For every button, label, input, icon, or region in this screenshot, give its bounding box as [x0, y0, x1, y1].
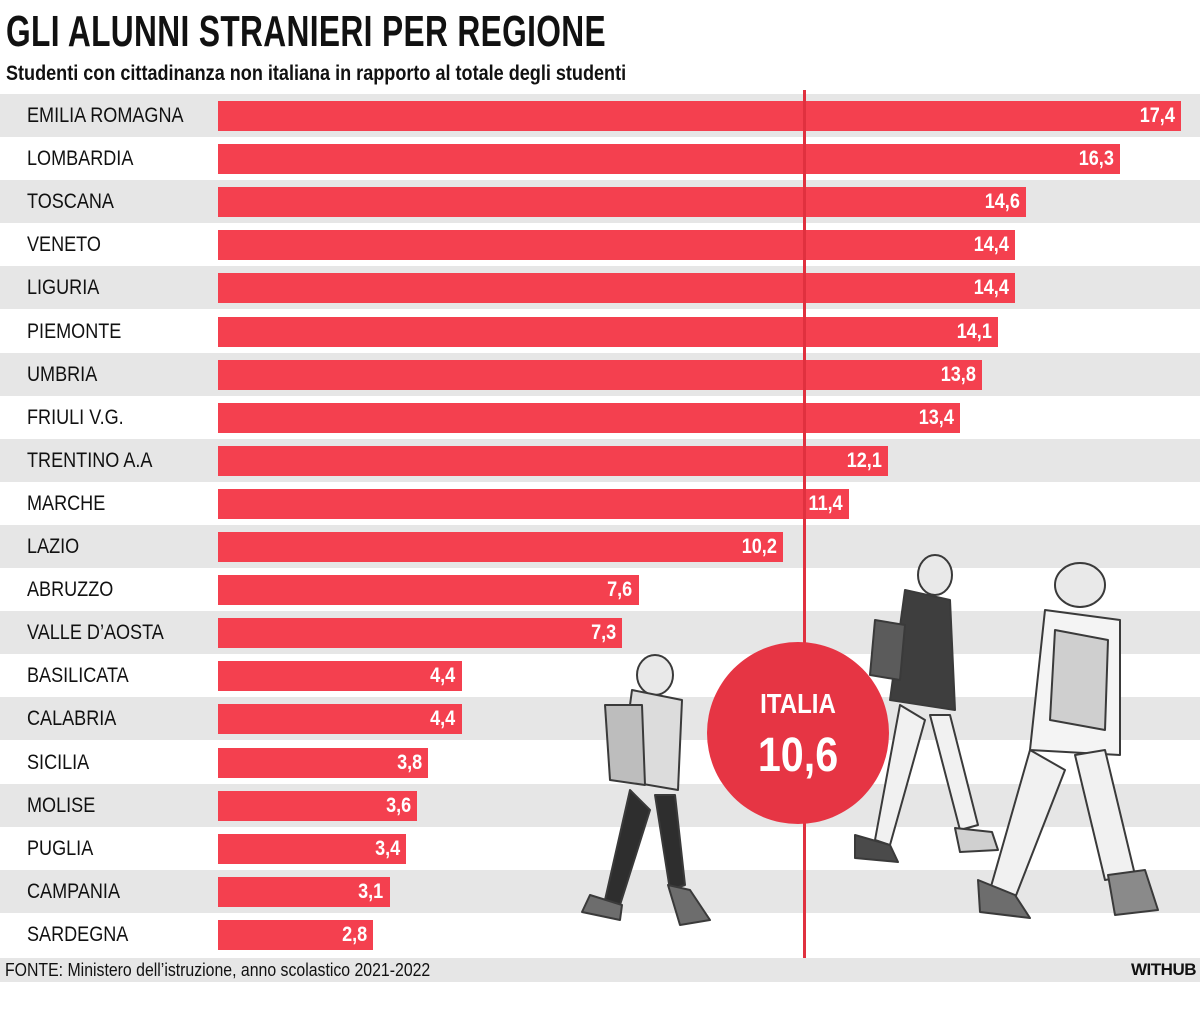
chart-title: GLI ALUNNI STRANIERI PER REGIONE — [6, 7, 606, 56]
category-label: EMILIA ROMAGNA — [27, 104, 184, 127]
bar-value-label: 14,1 — [957, 319, 993, 343]
bar: 7,6 — [218, 575, 639, 606]
bar-row: VALLE D’AOSTA 7,3 — [0, 611, 1200, 655]
category-label: SARDEGNA — [27, 922, 129, 946]
source-note: FONTE: Ministero dell’istruzione, anno s… — [5, 960, 431, 980]
bar-value-label: 16,3 — [1078, 147, 1115, 171]
category-label: MARCHE — [27, 491, 106, 515]
category-label: LAZIO — [27, 535, 80, 558]
bar-value-label: 12,1 — [846, 448, 882, 472]
italia-value: 10,6 — [757, 729, 839, 782]
bar-value-label: 14,4 — [973, 233, 1009, 257]
category-label: TRENTINO A.A — [27, 448, 153, 472]
bar-value-label: 4,4 — [430, 707, 456, 731]
bar-rows: EMILIA ROMAGNA 17,4 LOMBARDIA 16,3 TOSCANA 14… — [0, 94, 1200, 956]
bar-value-label: 14,4 — [973, 276, 1009, 300]
bar: 3,4 — [218, 833, 407, 864]
italia-average-badge: ITALIA 10,6 — [707, 642, 889, 824]
bar-value-label: 7,6 — [607, 578, 633, 602]
bar: 14,4 — [218, 273, 1015, 304]
category-label: LIGURIA — [27, 276, 100, 300]
bar-value-label: 13,8 — [940, 362, 976, 386]
bar: 3,6 — [218, 790, 418, 821]
bar-row: PIEMONTE 14,1 — [0, 309, 1200, 353]
bar: 4,4 — [218, 661, 462, 692]
category-label: BASILICATA — [27, 664, 129, 688]
italia-average-line — [803, 90, 807, 958]
bar-value-label: 3,8 — [397, 750, 423, 774]
bar: 3,1 — [218, 876, 390, 907]
bar: 16,3 — [218, 144, 1121, 175]
walking-students-illustration — [581, 554, 1159, 926]
category-label: FRIULI V.G. — [27, 405, 124, 429]
category-label: MOLISE — [27, 793, 96, 817]
category-label: VALLE D’AOSTA — [27, 621, 164, 645]
bar-row: LAZIO 10,2 — [0, 525, 1200, 569]
bar-row: FRIULI V.G. 13,4 — [0, 395, 1200, 439]
bar-row: BASILICATA 4,4 — [0, 654, 1200, 698]
bar: 12,1 — [218, 445, 888, 476]
bar-row: ABRUZZO 7,6 — [0, 568, 1200, 612]
bar-value-label: 14,6 — [984, 190, 1021, 214]
category-label: PIEMONTE — [27, 319, 122, 343]
bar: 14,6 — [218, 187, 1027, 218]
bar-value-label: 4,4 — [430, 664, 456, 688]
category-label: CAMPANIA — [27, 879, 121, 903]
bar: 7,3 — [218, 618, 623, 649]
category-label: UMBRIA — [27, 362, 98, 386]
bar: 11,4 — [218, 488, 849, 519]
bar: 13,4 — [218, 402, 960, 433]
bar-value-label: 17,4 — [1139, 104, 1175, 127]
category-label: LOMBARDIA — [27, 147, 134, 171]
bar-row: EMILIA ROMAGNA 17,4 — [0, 94, 1200, 138]
category-label: ABRUZZO — [27, 578, 114, 602]
bar-value-label: 10,2 — [741, 535, 777, 558]
footer-bar: FONTE: Ministero dell’istruzione, anno s… — [0, 958, 1200, 982]
bar: 13,8 — [218, 359, 982, 390]
bar-value-label: 3,4 — [375, 836, 401, 860]
bar-row: MOLISE 3,6 — [0, 783, 1200, 827]
bar-row: LOMBARDIA 16,3 — [0, 137, 1200, 181]
bar-value-label: 3,1 — [358, 879, 384, 903]
italia-label: ITALIA — [760, 688, 836, 719]
bar: 14,1 — [218, 316, 999, 347]
bar-row: TOSCANA 14,6 — [0, 180, 1200, 224]
category-label: PUGLIA — [27, 836, 94, 860]
bar-row: SICILIA 3,8 — [0, 740, 1200, 784]
category-label: VENETO — [27, 233, 101, 257]
bar-row: VENETO 14,4 — [0, 223, 1200, 267]
category-label: TOSCANA — [27, 190, 114, 214]
bar-row: SARDEGNA 2,8 — [0, 912, 1200, 956]
bar-row: LIGURIA 14,4 — [0, 266, 1200, 310]
bar: 10,2 — [218, 532, 783, 562]
bar-value-label: 3,6 — [386, 793, 412, 817]
bar-value-label: 13,4 — [918, 405, 954, 429]
bar-row: TRENTINO A.A 12,1 — [0, 438, 1200, 482]
bar: 4,4 — [218, 704, 462, 735]
chart-subtitle: Studenti con cittadinanza non italiana i… — [6, 62, 627, 85]
bar-row: CALABRIA 4,4 — [0, 697, 1200, 741]
bar-row: MARCHE 11,4 — [0, 481, 1200, 525]
category-label: SICILIA — [27, 750, 90, 774]
bar-value-label: 7,3 — [590, 621, 617, 645]
bar: 3,8 — [218, 747, 429, 778]
brand-logo: WITHUB — [1131, 960, 1196, 979]
bar-value-label: 2,8 — [341, 922, 367, 946]
category-label: CALABRIA — [27, 707, 117, 731]
bar: 14,4 — [218, 230, 1015, 261]
bar: 2,8 — [218, 919, 373, 950]
bar-row: UMBRIA 13,8 — [0, 352, 1200, 396]
bar-value-label: 11,4 — [808, 491, 843, 515]
bar: 17,4 — [218, 101, 1181, 131]
